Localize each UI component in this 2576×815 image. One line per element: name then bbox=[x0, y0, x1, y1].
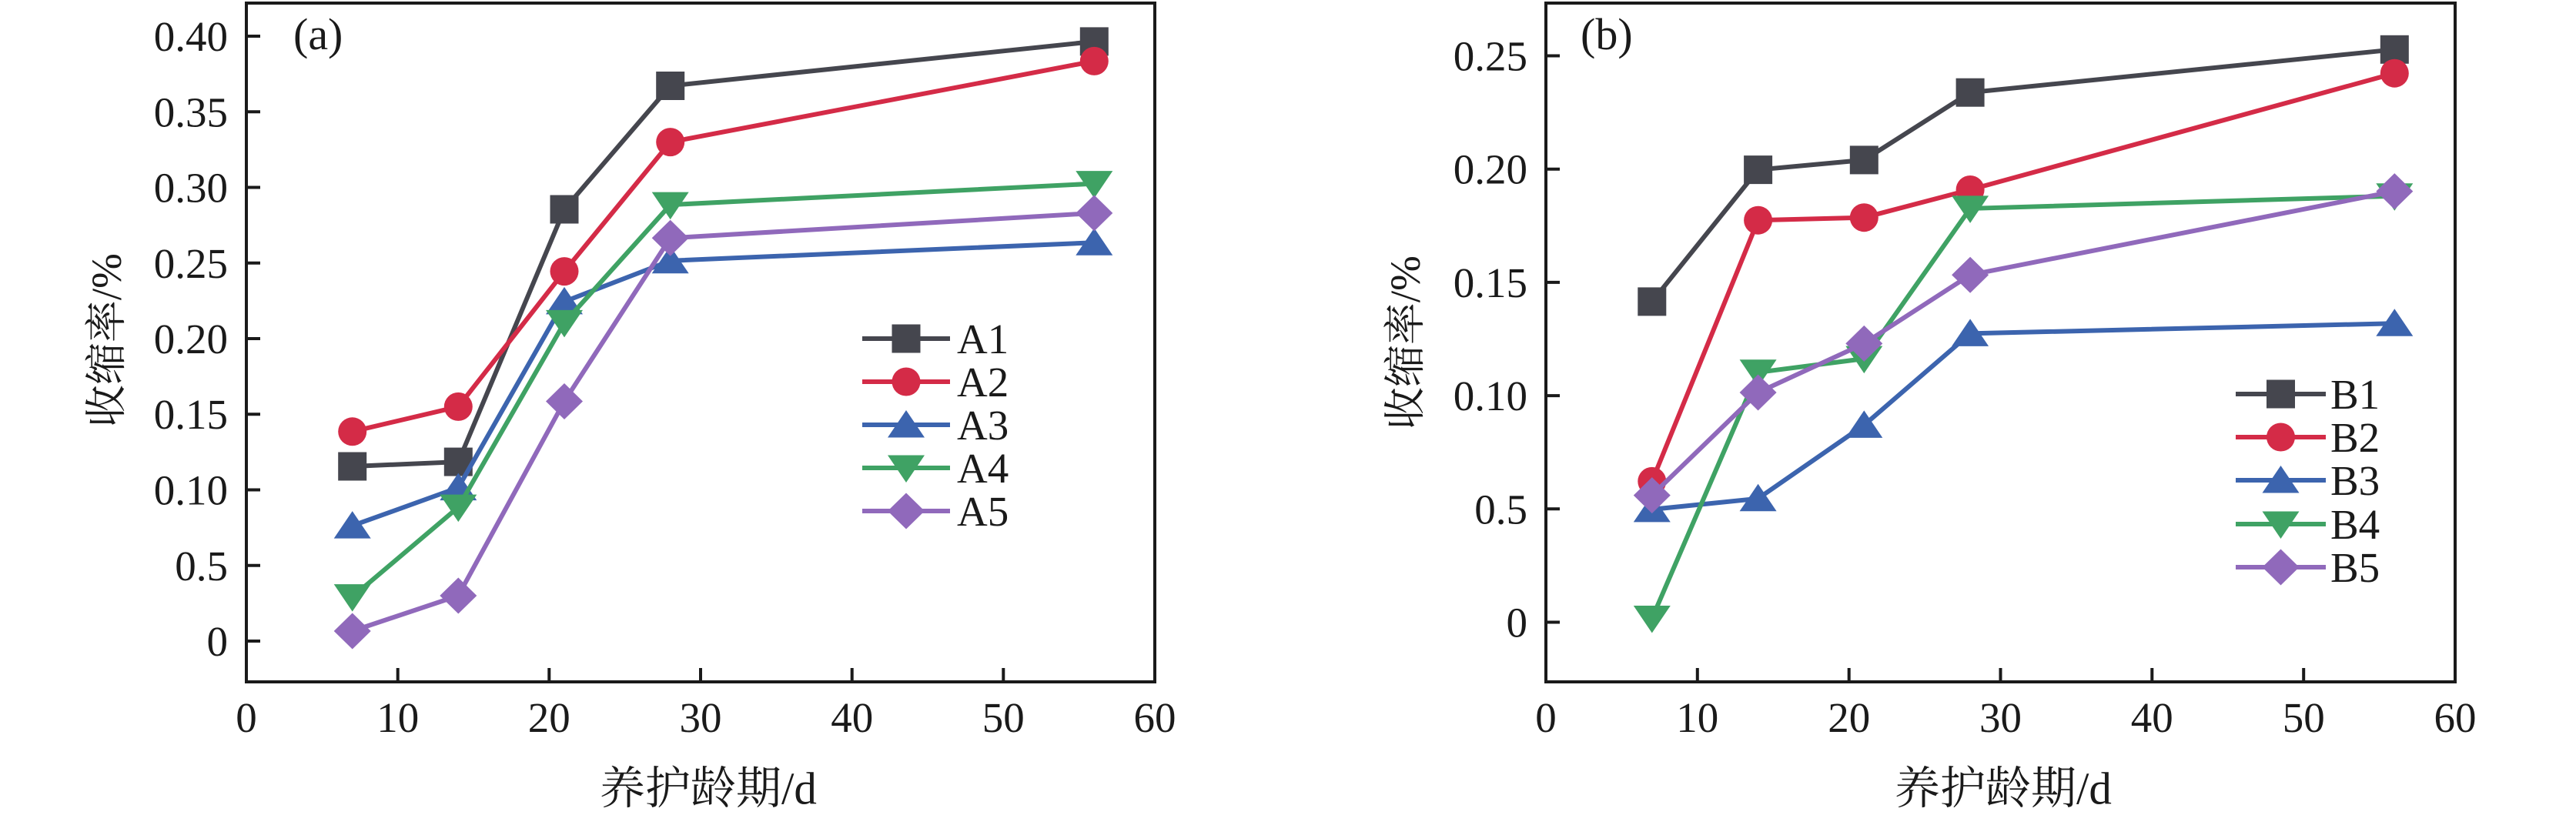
svg-text:0.25: 0.25 bbox=[154, 240, 228, 287]
svg-text:10: 10 bbox=[1676, 694, 1718, 741]
svg-text:A1: A1 bbox=[957, 316, 1009, 362]
svg-text:A3: A3 bbox=[957, 402, 1009, 449]
svg-text:0.20: 0.20 bbox=[154, 316, 228, 362]
svg-text:B4: B4 bbox=[2330, 501, 2380, 548]
svg-text:B1: B1 bbox=[2330, 371, 2380, 418]
svg-text:0.20: 0.20 bbox=[1454, 146, 1527, 193]
svg-text:A4: A4 bbox=[957, 445, 1009, 492]
svg-text:0.35: 0.35 bbox=[154, 89, 228, 135]
svg-text:0: 0 bbox=[207, 618, 229, 665]
svg-text:60: 60 bbox=[1134, 694, 1176, 741]
svg-text:0: 0 bbox=[236, 694, 257, 741]
svg-text:0.5: 0.5 bbox=[175, 543, 228, 590]
svg-text:30: 30 bbox=[1979, 694, 2022, 741]
svg-text:0.5: 0.5 bbox=[1474, 486, 1527, 533]
svg-text:10: 10 bbox=[376, 694, 419, 741]
svg-text:(a): (a) bbox=[293, 9, 343, 59]
svg-text:0.10: 0.10 bbox=[1454, 372, 1527, 419]
svg-text:0.10: 0.10 bbox=[154, 467, 228, 514]
svg-text:B3: B3 bbox=[2330, 457, 2380, 504]
svg-text:20: 20 bbox=[528, 694, 570, 741]
svg-text:0.25: 0.25 bbox=[1454, 33, 1527, 80]
svg-text:A2: A2 bbox=[957, 359, 1009, 406]
svg-text:50: 50 bbox=[982, 694, 1025, 741]
svg-text:/%: /% bbox=[1382, 256, 1429, 302]
svg-text:/d: /d bbox=[2076, 763, 2112, 813]
svg-text:0: 0 bbox=[1535, 694, 1557, 741]
svg-text:50: 50 bbox=[2283, 694, 2325, 741]
svg-text:A5: A5 bbox=[957, 488, 1009, 535]
svg-text:30: 30 bbox=[680, 694, 722, 741]
svg-text:0: 0 bbox=[1507, 600, 1528, 646]
svg-text:0.15: 0.15 bbox=[154, 391, 228, 438]
svg-text:/d: /d bbox=[781, 763, 817, 813]
svg-text:/%: /% bbox=[83, 253, 130, 300]
svg-text:(b): (b) bbox=[1581, 9, 1633, 59]
svg-text:60: 60 bbox=[2434, 694, 2477, 741]
svg-text:40: 40 bbox=[2131, 694, 2173, 741]
svg-text:0.30: 0.30 bbox=[154, 165, 228, 212]
svg-text:40: 40 bbox=[831, 694, 873, 741]
svg-text:0.15: 0.15 bbox=[1454, 259, 1527, 306]
svg-text:B5: B5 bbox=[2330, 544, 2380, 591]
svg-text:0.40: 0.40 bbox=[154, 13, 228, 60]
svg-text:20: 20 bbox=[1828, 694, 1870, 741]
svg-text:B2: B2 bbox=[2330, 414, 2380, 461]
